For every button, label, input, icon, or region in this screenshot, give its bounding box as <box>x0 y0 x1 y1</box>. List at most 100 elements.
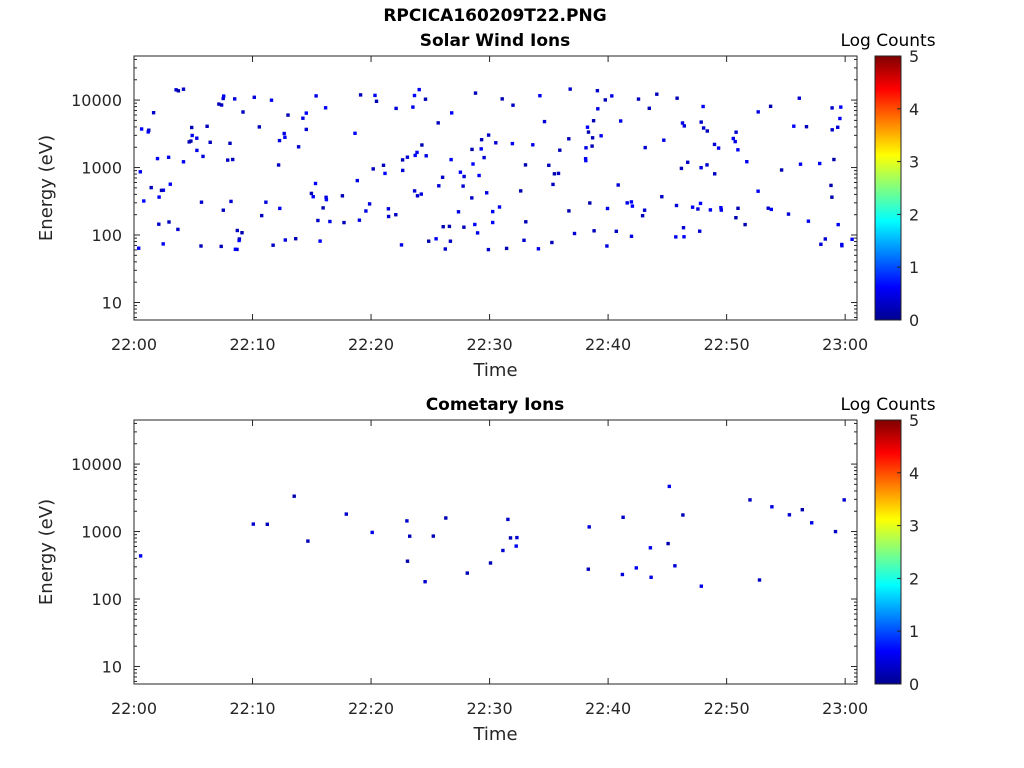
heatmap-cell <box>552 172 557 176</box>
heatmap-cell <box>698 201 703 206</box>
heatmap-cell <box>542 119 547 124</box>
heatmap-cell <box>567 209 571 213</box>
heatmap-cell <box>766 206 770 210</box>
heatmap-cell <box>699 166 703 170</box>
heatmap-cell <box>823 237 827 241</box>
heatmap-cell <box>420 143 424 147</box>
heatmap-cell <box>436 121 440 125</box>
heatmap-cell <box>733 139 737 144</box>
heatmap-cell <box>437 184 441 188</box>
spectrogram-cells <box>137 87 854 252</box>
heatmap-cell <box>149 185 153 190</box>
heatmap-cell <box>547 163 551 167</box>
y-tick-label: 1000 <box>81 523 122 542</box>
heatmap-cell <box>524 220 528 224</box>
heatmap-cell <box>190 125 194 130</box>
heatmap-cell <box>491 209 495 214</box>
heatmap-cell <box>708 208 713 212</box>
heatmap-cell <box>167 220 171 224</box>
heatmap-cell <box>572 231 577 236</box>
spectrogram-cells <box>138 484 846 588</box>
heatmap-cell <box>278 206 282 211</box>
heatmap-cell <box>660 195 664 199</box>
heatmap-cell <box>719 208 723 212</box>
heatmap-cell <box>328 219 332 224</box>
heatmap-cell <box>161 242 165 246</box>
heatmap-cell <box>779 168 784 172</box>
heatmap-cell <box>292 494 296 498</box>
heatmap-cell <box>419 192 423 196</box>
heatmap-cell <box>228 141 232 145</box>
heatmap-cell <box>286 113 290 117</box>
plot-area <box>134 420 857 684</box>
heatmap-cell <box>411 105 415 109</box>
heatmap-cell <box>590 144 594 148</box>
heatmap-cell <box>139 127 144 131</box>
heatmap-cell <box>251 522 255 526</box>
heatmap-cell <box>222 94 226 98</box>
heatmap-cell <box>260 213 264 218</box>
heatmap-cell <box>510 141 515 146</box>
solar-wind-panel: 22:00 22:10 22:20 22:30 22:40 22:50 23:0010100… <box>36 31 936 381</box>
heatmap-cell <box>586 130 591 134</box>
heatmap-cell <box>585 125 590 129</box>
panel-title-solar-wind: Solar Wind Ions <box>419 31 571 51</box>
heatmap-cell <box>190 133 194 138</box>
colorbar-gradient <box>874 419 902 685</box>
heatmap-cell <box>176 89 181 93</box>
heatmap-cell <box>161 188 166 192</box>
heatmap-cell <box>810 521 814 525</box>
heatmap-cell <box>830 195 834 199</box>
y-tick-label: 10 <box>102 293 122 312</box>
heatmap-cell <box>412 189 417 193</box>
heatmap-cell <box>642 208 647 212</box>
heatmap-cell <box>208 140 212 144</box>
heatmap-cell <box>682 124 686 128</box>
heatmap-cell <box>587 525 591 529</box>
heatmap-cell <box>595 89 600 93</box>
heatmap-cell <box>605 244 609 248</box>
heatmap-cell <box>408 534 412 538</box>
heatmap-cell <box>323 106 328 110</box>
heatmap-cell <box>155 156 160 161</box>
heatmap-cell <box>519 189 523 193</box>
heatmap-cell <box>614 229 618 233</box>
heatmap-cell <box>415 194 420 198</box>
heatmap-cell <box>358 93 363 97</box>
heatmap-cell <box>157 222 161 226</box>
heatmap-cell <box>508 536 513 540</box>
heatmap-cell <box>680 121 685 125</box>
heatmap-cell <box>716 146 721 150</box>
heatmap-cell <box>265 522 269 526</box>
heatmap-cell <box>276 163 281 167</box>
x-axis-label: Time <box>472 360 517 381</box>
heatmap-cell <box>748 498 752 502</box>
heatmap-cell <box>630 204 635 208</box>
heatmap-cell <box>371 167 375 171</box>
heatmap-cell <box>768 104 773 108</box>
y-tick-label: 10000 <box>71 455 122 474</box>
heatmap-cell <box>138 554 143 558</box>
heatmap-cell <box>166 155 171 159</box>
heatmap-cell <box>342 220 346 225</box>
heatmap-cell <box>264 200 268 204</box>
heatmap-cell <box>588 201 592 205</box>
heatmap-cell <box>458 170 463 174</box>
heatmap-cell <box>590 136 595 140</box>
heatmap-cell <box>195 148 199 153</box>
heatmap-cell <box>221 96 225 101</box>
heatmap-cell <box>157 195 161 199</box>
heatmap-cell <box>634 566 638 570</box>
heatmap-cell <box>620 572 625 577</box>
heatmap-cell <box>318 239 322 243</box>
heatmap-cell <box>229 199 233 204</box>
heatmap-cell <box>625 201 629 205</box>
heatmap-cell <box>531 143 535 147</box>
heatmap-cell <box>830 128 834 132</box>
heatmap-cell <box>655 92 659 96</box>
heatmap-cell <box>373 93 377 98</box>
heatmap-cell <box>405 559 410 563</box>
heatmap-cell <box>294 237 298 241</box>
heatmap-cell <box>176 227 180 232</box>
